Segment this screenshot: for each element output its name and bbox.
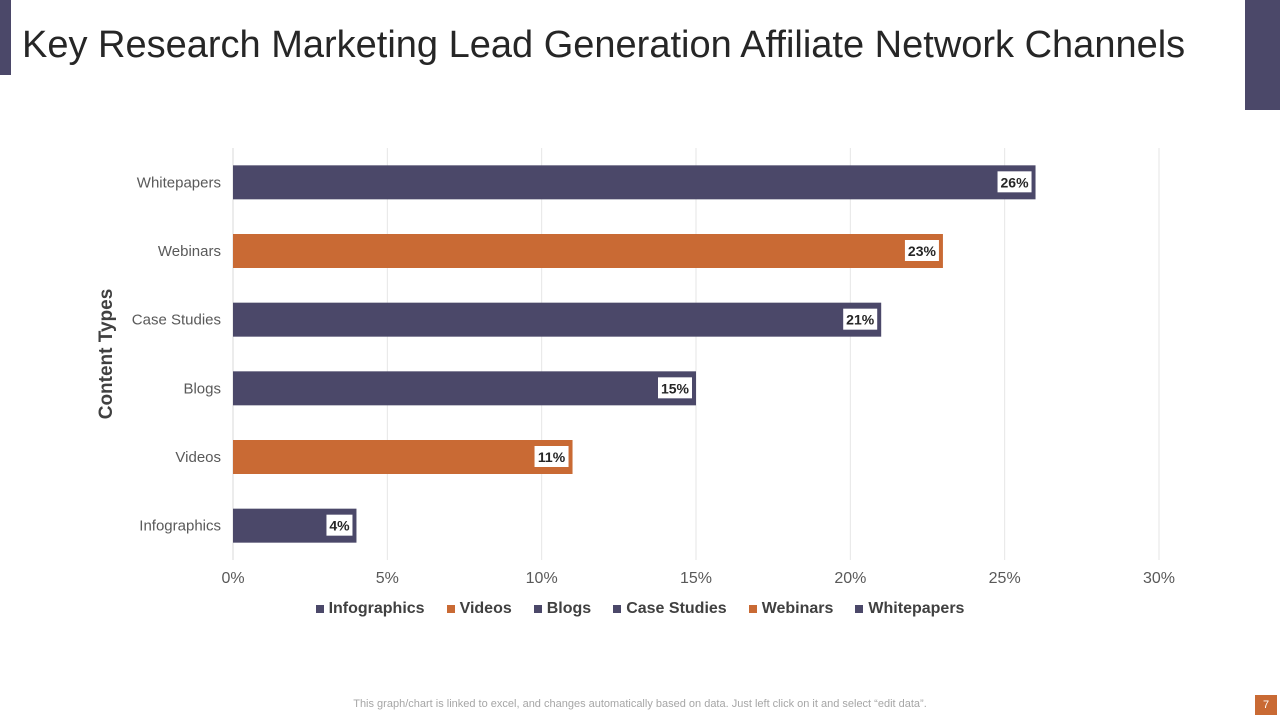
data-label-box <box>997 171 1032 193</box>
legend-swatch <box>855 605 864 613</box>
category-label: Infographics <box>139 518 221 535</box>
data-label: 23% <box>908 243 937 259</box>
legend-label: Case Studies <box>626 600 727 617</box>
bar-webinars <box>233 234 943 268</box>
data-label: 21% <box>846 312 875 328</box>
x-tick-label: 5% <box>376 570 399 587</box>
category-label: Whitepapers <box>137 174 221 191</box>
data-label: 11% <box>538 449 566 465</box>
legend-label: Videos <box>459 600 512 617</box>
category-label: Webinars <box>158 243 221 260</box>
legend-item: Case Studies <box>613 600 727 618</box>
footer-note: This graph/chart is linked to excel, and… <box>353 698 927 710</box>
category-label: Case Studies <box>132 312 221 329</box>
legend-label: Whitepapers <box>868 600 965 617</box>
data-label-box <box>904 240 939 261</box>
legend-label: Blogs <box>546 600 592 617</box>
legend-label: Infographics <box>328 600 425 617</box>
x-tick-label: 30% <box>1143 570 1175 587</box>
bar-whitepapers <box>233 165 1036 200</box>
legend-item: Blogs <box>533 600 592 618</box>
bar-case-studies <box>233 302 882 337</box>
x-tick-label: 15% <box>680 570 712 587</box>
x-tick-label: 10% <box>526 570 558 587</box>
chart-legend: Infographics Videos Blogs Case Studies Webin… <box>0 598 1280 620</box>
bar-blogs <box>233 371 696 406</box>
data-label: 15% <box>661 380 690 396</box>
legend-swatch <box>315 605 324 613</box>
data-label-box <box>658 377 692 399</box>
legend-item: Videos <box>446 600 512 618</box>
category-label: Videos <box>175 449 221 466</box>
data-label: 26% <box>1001 174 1030 190</box>
data-label: 4% <box>329 518 350 534</box>
y-axis-title: Content Types <box>96 289 117 420</box>
legend-swatch <box>533 605 542 613</box>
page-title: Key Research Marketing Lead Generation A… <box>22 24 1186 66</box>
data-label-box <box>326 514 353 536</box>
bar-videos <box>233 440 573 474</box>
right-accent-bar <box>1245 0 1280 110</box>
legend-swatch <box>446 605 455 613</box>
legend-swatch <box>748 605 757 613</box>
legend-item: Webinars <box>748 600 834 618</box>
legend-label: Webinars <box>761 600 834 617</box>
data-label-box <box>843 308 878 330</box>
legend-item: Infographics <box>315 600 425 618</box>
data-label-box <box>534 446 569 467</box>
x-tick-label: 20% <box>834 570 866 587</box>
legend-item: Whitepapers <box>855 600 964 618</box>
category-label: Blogs <box>183 380 221 397</box>
left-accent-bar <box>0 0 11 75</box>
page-number: 7 <box>1255 695 1277 715</box>
legend-swatch <box>613 605 622 613</box>
x-tick-label: 25% <box>989 570 1021 587</box>
x-tick-label: 0% <box>221 570 244 587</box>
